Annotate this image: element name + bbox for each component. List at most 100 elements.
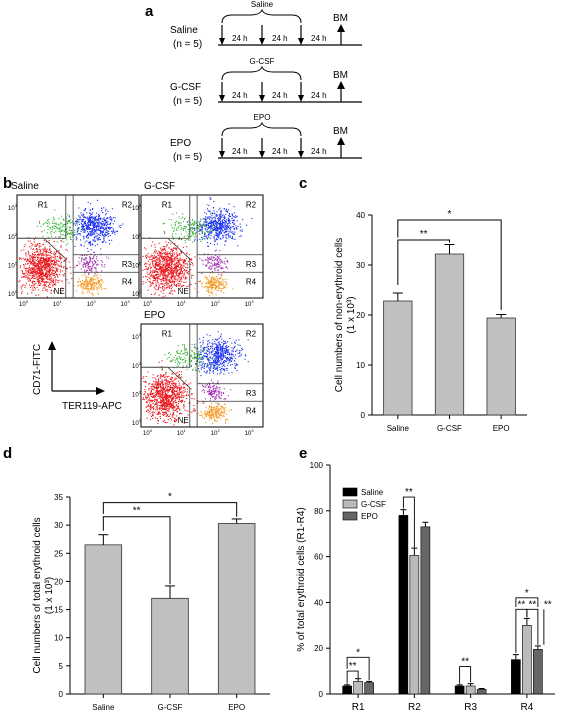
tick-exponent: 3 [139, 203, 142, 208]
flow-event-dot [167, 384, 169, 386]
flow-event-dot [36, 265, 38, 267]
flow-event-dot [30, 270, 32, 272]
flow-event-dot [191, 398, 193, 400]
flow-event-dot [150, 400, 152, 402]
flow-event-dot [109, 243, 111, 245]
flow-event-dot [167, 396, 169, 398]
flow-event-dot [168, 395, 170, 397]
flow-event-dot [182, 395, 184, 397]
flow-event-dot [207, 223, 209, 225]
flow-event-dot [51, 263, 53, 265]
flow-event-dot [173, 290, 175, 292]
flow-event-dot [102, 224, 104, 226]
flow-event-dot [216, 229, 218, 231]
flow-event-dot [39, 271, 41, 273]
flow-event-dot [55, 261, 57, 263]
flow-event-dot [217, 223, 219, 225]
flow-event-dot [156, 385, 158, 387]
flow-event-dot [198, 291, 200, 293]
flow-event-dot [216, 259, 218, 261]
flow-event-dot [155, 264, 157, 266]
flow-event-dot [45, 241, 47, 243]
flow-event-dot [56, 274, 58, 276]
flow-event-dot [32, 267, 34, 269]
flow-event-dot [200, 375, 202, 377]
flow-event-dot [45, 273, 47, 275]
flow-event-dot [161, 269, 163, 271]
flow-event-dot [84, 283, 86, 285]
flow-event-dot [31, 259, 33, 261]
flow-event-dot [214, 263, 216, 265]
flow-event-dot [154, 250, 156, 252]
flow-event-dot [147, 255, 149, 257]
flow-event-dot [219, 222, 221, 224]
flow-event-dot [210, 367, 212, 369]
flow-event-dot [143, 399, 145, 401]
flow-event-dot [92, 265, 94, 267]
flow-event-dot [38, 266, 40, 268]
flow-event-dot [31, 271, 33, 273]
flow-event-dot [46, 276, 48, 278]
flow-event-dot [200, 230, 202, 232]
flow-event-dot [53, 267, 55, 269]
flow-event-dot [170, 292, 172, 294]
flow-event-dot [142, 281, 144, 283]
flow-event-dot [168, 292, 170, 294]
flow-event-dot [241, 230, 243, 232]
flow-event-dot [60, 233, 62, 235]
flow-event-dot [202, 224, 204, 226]
flow-event-dot [48, 266, 50, 268]
flow-event-dot [87, 281, 89, 283]
flow-event-dot [210, 237, 212, 239]
bm-arrow-head [337, 81, 345, 89]
flow-event-dot [103, 240, 105, 242]
flow-event-dot [41, 260, 43, 262]
flow-event-dot [58, 218, 60, 220]
tick-exponent: 0 [139, 289, 142, 294]
flow-event-dot [109, 227, 111, 229]
flow-event-dot [213, 278, 215, 280]
flow-event-dot [183, 265, 185, 267]
flow-event-dot [206, 216, 208, 218]
flow-event-dot [160, 267, 162, 269]
flow-event-dot [166, 263, 168, 265]
flow-event-dot [87, 236, 89, 238]
flow-event-dot [210, 258, 212, 260]
flow-event-dot [55, 258, 57, 260]
flow-event-dot [85, 227, 87, 229]
flow-event-dot [102, 221, 104, 223]
flow-event-dot [172, 402, 174, 404]
flow-event-dot [114, 233, 116, 235]
flow-event-dot [66, 250, 68, 252]
flow-event-dot [161, 400, 163, 402]
flow-event-dot [173, 389, 175, 391]
flow-event-dot [168, 279, 170, 281]
flow-event-dot [217, 281, 219, 283]
flow-event-dot [100, 248, 102, 250]
flow-event-dot [197, 230, 199, 232]
flow-event-dot [93, 233, 95, 235]
flow-event-dot [215, 346, 217, 348]
flow-event-dot [180, 224, 182, 226]
flow-event-dot [184, 239, 186, 241]
flow-event-dot [172, 398, 174, 400]
flow-event-dot [179, 258, 181, 260]
flow-event-dot [216, 263, 218, 265]
flow-event-dot [194, 232, 196, 234]
flow-event-dot [170, 285, 172, 287]
flow-event-dot [176, 393, 178, 395]
flow-event-dot [80, 268, 82, 270]
flow-event-dot [164, 258, 166, 260]
flow-event-dot [152, 241, 154, 243]
flow-event-dot [173, 396, 175, 398]
flow-event-dot [144, 263, 146, 265]
gate-region-label: R3 [246, 260, 257, 269]
flow-event-dot [206, 366, 208, 368]
flow-event-dot [161, 255, 163, 257]
flow-event-dot [87, 218, 89, 220]
flow-event-dot [155, 250, 157, 252]
flow-event-dot [149, 237, 151, 239]
flow-event-dot [96, 219, 98, 221]
flow-event-dot [21, 291, 23, 293]
flow-event-dot [156, 400, 158, 402]
